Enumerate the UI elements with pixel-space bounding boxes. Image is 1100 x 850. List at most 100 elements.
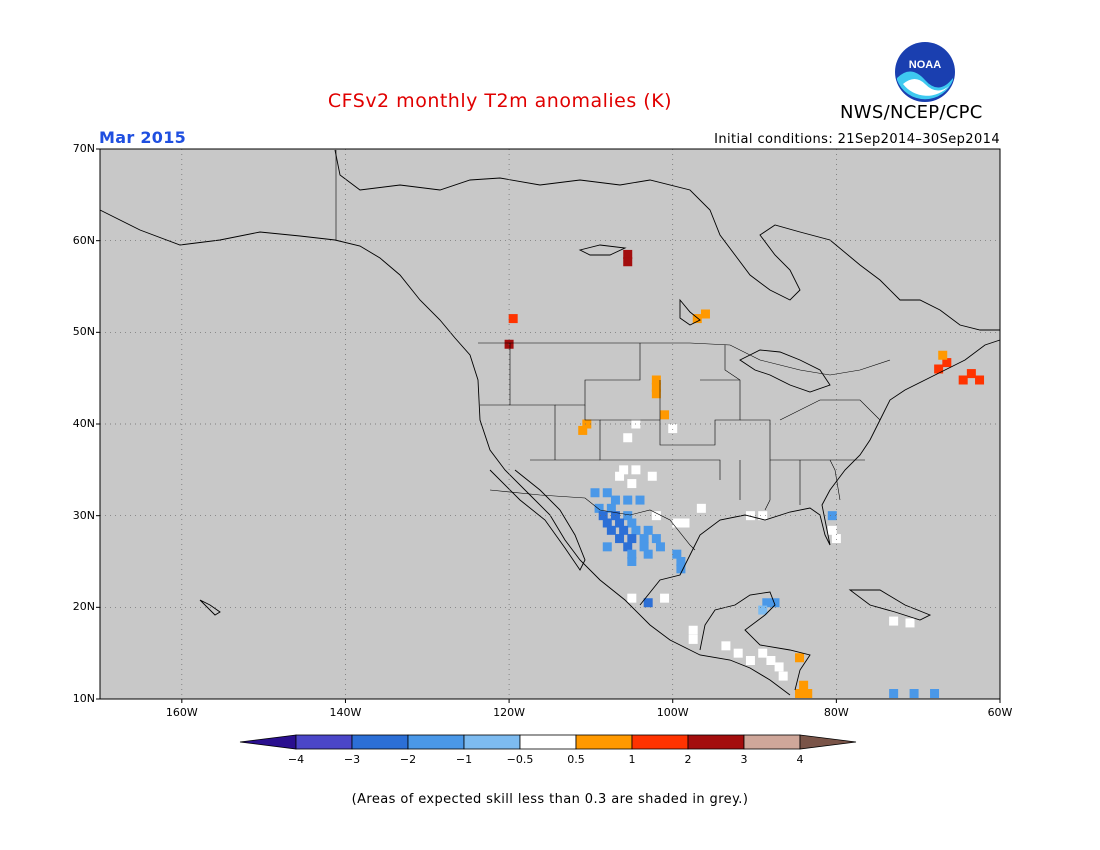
anomaly-cell <box>623 249 633 259</box>
anomaly-cell <box>889 689 899 698</box>
svg-text:NOAA: NOAA <box>909 59 941 71</box>
anomaly-cell <box>766 656 776 665</box>
colorbar-swatch <box>407 734 465 750</box>
anomaly-cell <box>602 518 612 528</box>
anomaly-cell <box>778 671 788 681</box>
anomaly-cell <box>676 564 686 574</box>
anomaly-cell <box>758 648 768 658</box>
anomaly-cell <box>651 534 661 544</box>
anomaly-cell <box>623 433 633 443</box>
anomaly-cell <box>905 618 915 628</box>
colorbar-swatch <box>295 734 353 750</box>
colorbar-tick-label: −2 <box>399 753 417 766</box>
anomaly-cell <box>582 419 592 429</box>
colorbar-swatch <box>743 734 801 750</box>
anomaly-cell <box>774 662 784 672</box>
anomaly-cell <box>627 557 637 566</box>
anomaly-cell <box>651 389 661 399</box>
anomaly-cell <box>934 364 944 374</box>
colorbar-tick-label: 4 <box>796 753 804 766</box>
lon-label: 80W <box>823 706 849 719</box>
anomaly-cell <box>578 425 588 435</box>
anomaly-cell <box>721 641 731 651</box>
colorbar-tick-label: 0.5 <box>567 753 585 766</box>
anomaly-cell <box>938 350 948 360</box>
anomaly-cell <box>627 479 637 489</box>
anomaly-cell <box>623 495 633 505</box>
political-borders <box>335 150 891 551</box>
colorbar-swatch <box>687 734 745 750</box>
colorbar-tick-label: −1 <box>455 753 473 766</box>
anomaly-cell <box>966 369 976 379</box>
colorbar-swatch <box>463 734 521 750</box>
anomaly-cell <box>660 410 670 420</box>
lat-ticks <box>96 148 100 700</box>
noaa-logo: NOAA <box>893 40 957 104</box>
anomaly-cell <box>930 689 940 698</box>
anomaly-cell <box>615 534 625 544</box>
anomaly-cell <box>762 598 772 608</box>
anomaly-cell <box>700 309 710 319</box>
anomaly-cell <box>615 518 625 528</box>
anomaly-cell <box>655 542 665 552</box>
anomaly-cell <box>651 382 661 392</box>
colorbar-swatch <box>631 734 689 750</box>
lat-label: 60N <box>72 233 95 247</box>
colorbar-swatch <box>575 734 633 750</box>
anomaly-cell <box>799 680 809 690</box>
anomaly-cell <box>594 503 604 513</box>
lat-label: 10N <box>72 692 95 705</box>
lat-label: 40N <box>72 417 95 430</box>
anomaly-cell <box>795 689 805 698</box>
anomaly-cell <box>635 495 645 505</box>
map-title: CFSv2 monthly T2m anomalies (K) <box>327 90 673 112</box>
colorbar-min-arrow <box>239 734 297 750</box>
colorbar-swatch <box>351 734 409 750</box>
lat-label: 20N <box>72 600 95 614</box>
anomaly-cell <box>942 358 952 368</box>
anomaly-cell <box>615 471 625 481</box>
anomaly-cell <box>627 549 637 559</box>
anomaly-cell <box>643 598 653 608</box>
anomaly-cell <box>668 424 678 434</box>
colorbar-tick-label: −4 <box>287 753 305 766</box>
colorbar-max-arrow <box>799 734 857 750</box>
anomaly-cell <box>651 375 661 385</box>
anomaly-cell <box>745 656 755 665</box>
anomaly-cell <box>602 488 612 498</box>
anomaly-cell <box>627 518 637 528</box>
colorbar-tick-label: 2 <box>684 753 692 766</box>
colorbar-swatch <box>519 734 577 750</box>
initial-conditions: Initial conditions: 21Sep2014–30Sep2014 <box>714 132 1000 147</box>
lon-label: 140W <box>329 706 362 719</box>
anomaly-cell <box>643 549 653 559</box>
anomaly-cell <box>606 525 616 535</box>
lat-label: 70N <box>72 142 95 155</box>
valid-month: Mar 2015 <box>99 128 187 147</box>
graticule <box>100 149 1000 699</box>
anomaly-cell <box>758 511 768 521</box>
anomaly-cell <box>606 503 616 513</box>
anomaly-cell <box>619 525 629 535</box>
agency-label: NWS/NCEP/CPC <box>840 102 983 123</box>
colorbar-tick-label: −3 <box>343 753 361 766</box>
lat-label: 50N <box>72 325 95 339</box>
anomaly-cell <box>639 542 649 552</box>
anomaly-cell <box>602 542 612 552</box>
anomaly-cells <box>504 249 985 698</box>
lon-label: 160W <box>165 706 198 719</box>
anomaly-cell <box>631 465 641 475</box>
anomaly-cell <box>692 314 702 324</box>
anomaly-cell <box>627 593 637 603</box>
colorbar-tick-label: 1 <box>628 753 636 766</box>
anomaly-cell <box>619 465 629 475</box>
anomaly-cell <box>909 689 919 698</box>
anomaly-cell <box>758 605 768 615</box>
anomaly-cell <box>643 525 653 535</box>
anomaly-cell <box>627 534 637 544</box>
colorbar-tick-label: −0.5 <box>506 753 534 766</box>
anomaly-cell <box>770 598 780 608</box>
anomaly-cell <box>647 471 657 481</box>
anomaly-cell <box>651 511 661 521</box>
